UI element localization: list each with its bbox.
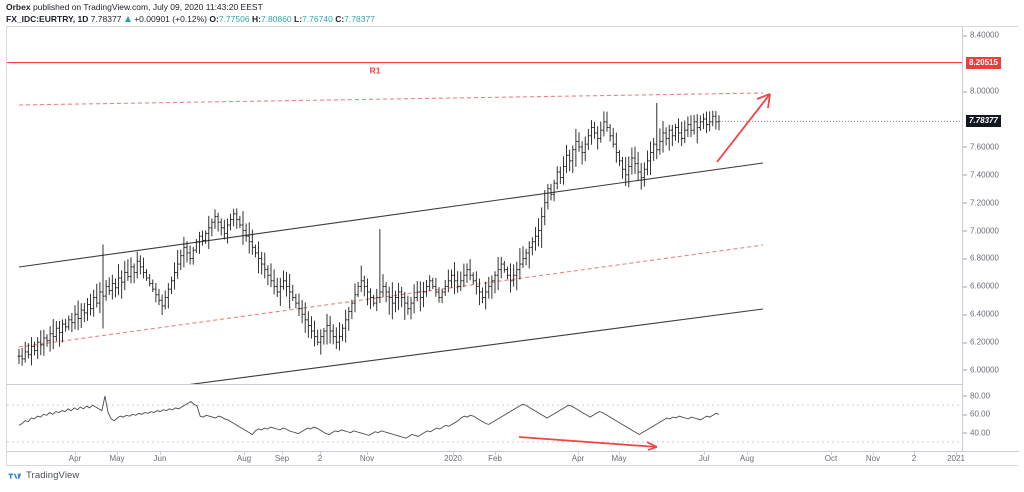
pane-divider: [7, 384, 962, 385]
time-tick-label: Apr: [571, 454, 585, 463]
price-bars: [17, 102, 721, 366]
price-tick: 6.80000: [963, 254, 999, 263]
time-tick-mark: [367, 452, 368, 455]
symbol-quote-line: FX_IDC:EURTRY, 1D 7.78377 +0.00901 (+0.1…: [6, 14, 1016, 25]
r1-label: R1: [370, 66, 381, 76]
rsi-tick: 40.00: [963, 428, 990, 437]
red-up-arrow-icon: [716, 93, 771, 163]
tradingview-logo-icon: [8, 473, 22, 479]
tradingview-brand: TradingView: [8, 470, 79, 481]
high-value: 7.80860: [260, 14, 292, 24]
symbol-label[interactable]: FX_IDC:EURTRY, 1D: [6, 14, 89, 24]
open-value: 7.77506: [218, 14, 250, 24]
red-down-arrow-icon: [518, 436, 658, 451]
time-tick-mark: [282, 452, 283, 455]
time-tick-label: 2021: [947, 454, 965, 463]
rsi-tick: 80.00: [963, 392, 990, 401]
time-tick-label: Nov: [359, 454, 375, 463]
time-axis[interactable]: Apr May Jun Aug Sep 2 Nov 2020 Feb Apr May Jul Aug Oc…: [7, 452, 1019, 466]
rsi-pane[interactable]: [7, 385, 962, 451]
publisher-name: Orbex: [6, 2, 31, 12]
tradingview-brand-text: TradingView: [26, 470, 80, 481]
price-tick: 6.00000: [963, 366, 999, 375]
time-tick-label: Nov: [865, 454, 881, 463]
chart-header: Orbex published on TradingView.com, July…: [6, 2, 1016, 25]
price-tick: 8.00000: [963, 87, 999, 96]
rsi-tick: 60.00: [963, 410, 990, 419]
time-tick-label: Apr: [68, 454, 82, 463]
time-tick-label: Aug: [739, 454, 755, 463]
price-tick: 6.40000: [963, 310, 999, 319]
close-label: C:: [335, 14, 345, 24]
time-tick-mark: [244, 452, 245, 455]
trendline-lower-dashed: [18, 244, 764, 348]
price-tick: 7.00000: [963, 226, 999, 235]
low-label: L:: [294, 14, 303, 24]
trendline-lower-channel: [189, 308, 764, 384]
price-tick: 7.40000: [963, 170, 999, 179]
trendline-upper-channel: [18, 162, 764, 268]
close-value: 7.78377: [344, 14, 375, 24]
time-tick-mark: [453, 452, 454, 455]
price-tick: 6.60000: [963, 282, 999, 291]
time-tick-label: 2: [317, 454, 323, 463]
price-axis-divider: [962, 27, 963, 451]
time-tick-mark: [117, 452, 118, 455]
price-axis[interactable]: 8.40000 8.00000 7.60000 7.40000 7.20000 7.000…: [963, 27, 1019, 451]
time-tick-label: Aug: [236, 454, 252, 463]
time-tick-label: Feb: [488, 454, 502, 463]
time-tick-label: May: [611, 454, 627, 463]
time-tick-mark: [75, 452, 76, 455]
last-price: 7.78377: [90, 14, 122, 24]
price-tick: 8.40000: [963, 31, 999, 40]
time-tick-label: Jul: [698, 454, 710, 463]
publisher-line: Orbex published on TradingView.com, July…: [6, 2, 1016, 13]
time-tick-label: Sep: [274, 454, 290, 463]
time-tick-label: Oct: [824, 454, 838, 463]
price-tick: 7.60000: [963, 142, 999, 151]
price-tick: 6.20000: [963, 338, 999, 347]
time-tick-mark: [160, 452, 161, 455]
low-value: 7.76740: [302, 14, 333, 24]
time-tick-mark: [619, 452, 620, 455]
rsi-line: [18, 395, 720, 439]
arrow-head: [756, 93, 771, 109]
open-label: O:: [209, 14, 219, 24]
trendline-upper-dashed: [18, 92, 764, 106]
price-tick: 7.20000: [963, 198, 999, 207]
time-tick-mark: [704, 452, 705, 455]
time-tick-mark: [578, 452, 579, 455]
high-label: H:: [251, 14, 261, 24]
time-tick-label: 2: [911, 454, 917, 463]
rsi-arrow-shaft: [518, 436, 658, 448]
time-tick-mark: [831, 452, 832, 455]
change-percent: (+0.12%): [172, 14, 208, 24]
time-tick-mark: [747, 452, 748, 455]
time-tick-mark: [914, 452, 915, 455]
arrow-shaft: [716, 93, 771, 163]
price-plot-svg: R1: [7, 61, 962, 384]
chart-frame: R1 8.40000 8.00000 7.60000 7.40000 7.20000 7.…: [6, 26, 1019, 466]
published-text: published on TradingView.com, July 09, 2…: [32, 2, 263, 12]
time-tick-mark: [320, 452, 321, 455]
time-tick-label: 2020: [444, 454, 462, 463]
r1-price-badge: 8.20515: [966, 56, 1001, 69]
price-pane[interactable]: R1: [7, 27, 962, 384]
time-tick-mark: [956, 452, 957, 455]
triangle-up-icon: [124, 16, 131, 22]
current-price-badge: 7.78377: [966, 115, 1001, 128]
time-tick-label: May: [109, 454, 125, 463]
rsi-arrow-head: [646, 441, 658, 451]
change-absolute: +0.00901: [134, 14, 170, 24]
rsi-plot-svg: [7, 395, 962, 451]
time-tick-mark: [495, 452, 496, 455]
time-tick-label: Jun: [153, 454, 167, 463]
time-tick-mark: [873, 452, 874, 455]
time-axis-divider: [7, 451, 1019, 452]
